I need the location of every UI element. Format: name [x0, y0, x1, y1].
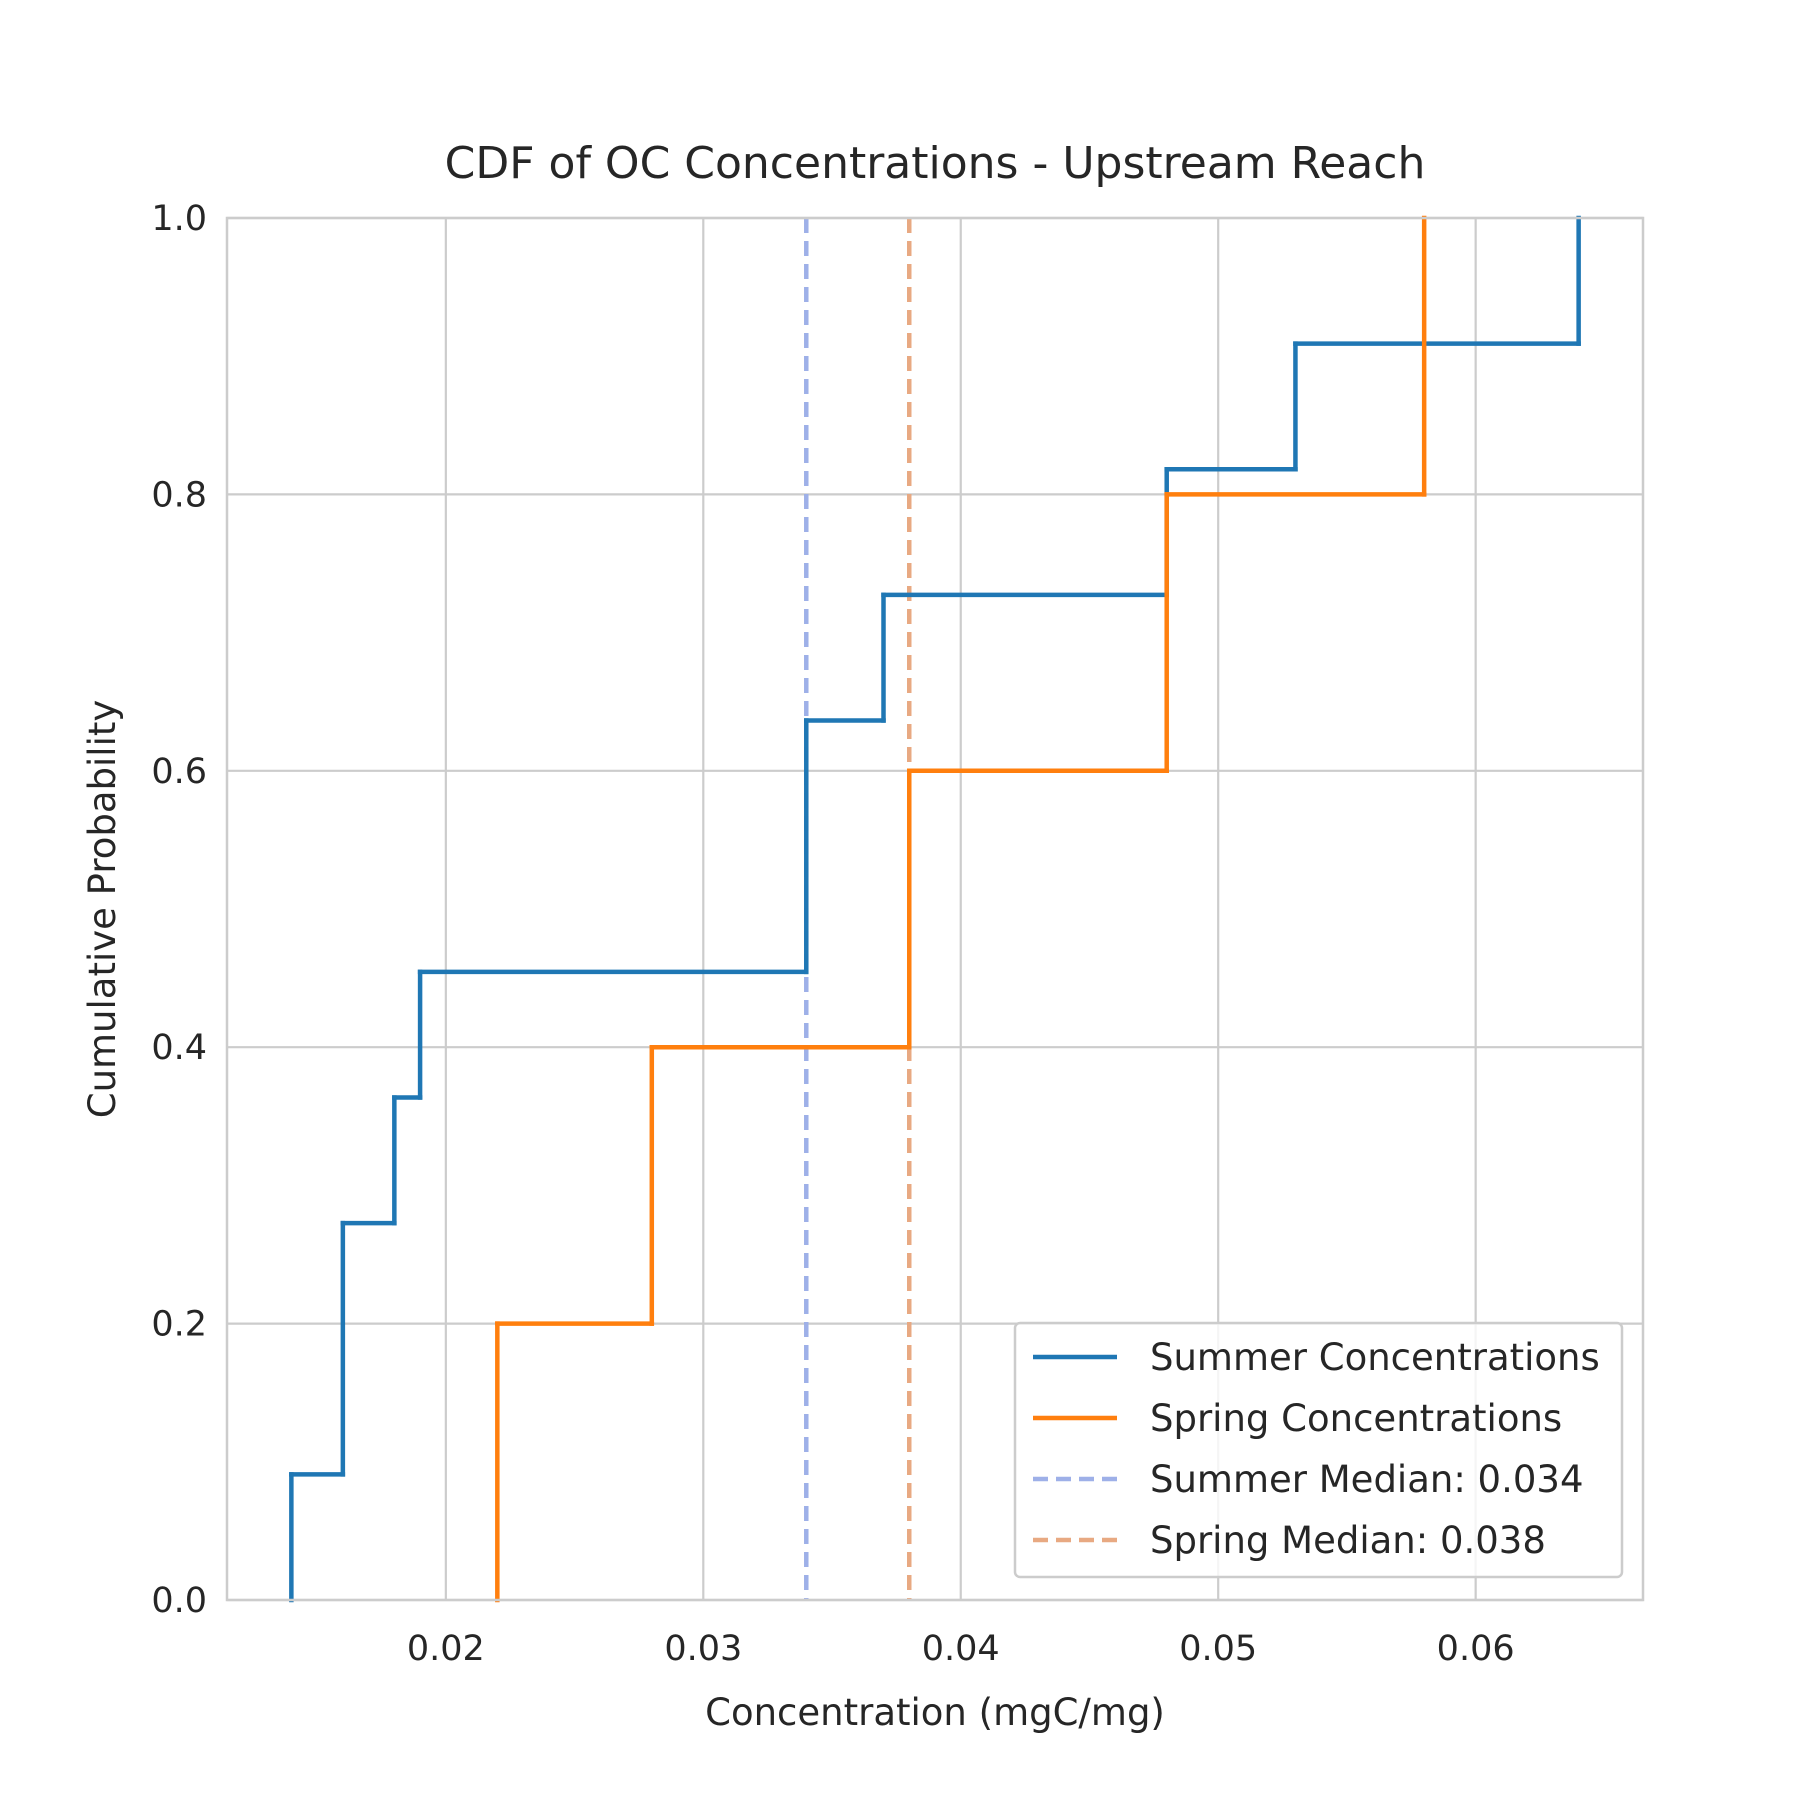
y-tick-label: 1.0: [151, 199, 207, 239]
legend: Summer Concentrations Spring Concentrati…: [1013, 1321, 1624, 1579]
legend-label-spring-median: Spring Median: 0.038: [1150, 1519, 1546, 1562]
y-tick-label: 0.6: [151, 752, 207, 792]
y-tick-label: 0.8: [151, 475, 207, 515]
legend-label-spring: Spring Concentrations: [1150, 1397, 1562, 1440]
x-tick-label: 0.04: [922, 1629, 1000, 1669]
y-axis-label: Cumulative Probability: [81, 700, 124, 1119]
y-tick-label: 0.0: [151, 1581, 207, 1621]
tick-labels: 0.02 0.03 0.04 0.05 0.06 0.0 0.2 0.4 0.6 0.8 1.0: [151, 199, 1514, 1669]
x-tick-label: 0.05: [1179, 1629, 1257, 1669]
summer-series: [289, 215, 1581, 1603]
y-tick-label: 0.4: [151, 1028, 207, 1068]
plot-frame: [225, 216, 1645, 1602]
x-tick-label: 0.06: [1437, 1629, 1515, 1669]
y-tick-label: 0.2: [151, 1305, 207, 1345]
legend-label-summer-median: Summer Median: 0.034: [1150, 1458, 1584, 1501]
x-axis-label: Concentration (mgC/mg): [705, 1691, 1165, 1734]
series-lines: [289, 215, 1581, 1603]
x-tick-label: 0.03: [664, 1629, 742, 1669]
legend-box: [1013, 1321, 1624, 1579]
x-tick-label: 0.02: [407, 1629, 485, 1669]
legend-label-summer: Summer Concentrations: [1150, 1336, 1600, 1379]
spring-series: [495, 215, 1427, 1603]
chart-title: CDF of OC Concentrations - Upstream Reac…: [445, 138, 1426, 189]
